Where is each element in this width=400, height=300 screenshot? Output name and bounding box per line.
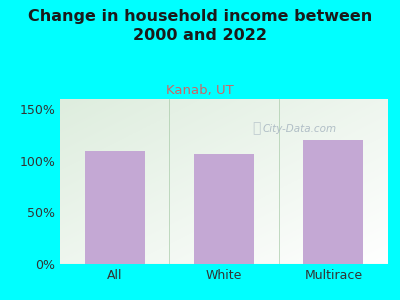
Text: City-Data.com: City-Data.com: [262, 124, 336, 134]
Text: Change in household income between
2000 and 2022: Change in household income between 2000 …: [28, 9, 372, 43]
Bar: [85, 151, 145, 264]
Text: ⦿: ⦿: [253, 122, 261, 136]
Text: Kanab, UT: Kanab, UT: [166, 84, 234, 97]
Bar: [303, 140, 364, 264]
Bar: [194, 154, 254, 264]
